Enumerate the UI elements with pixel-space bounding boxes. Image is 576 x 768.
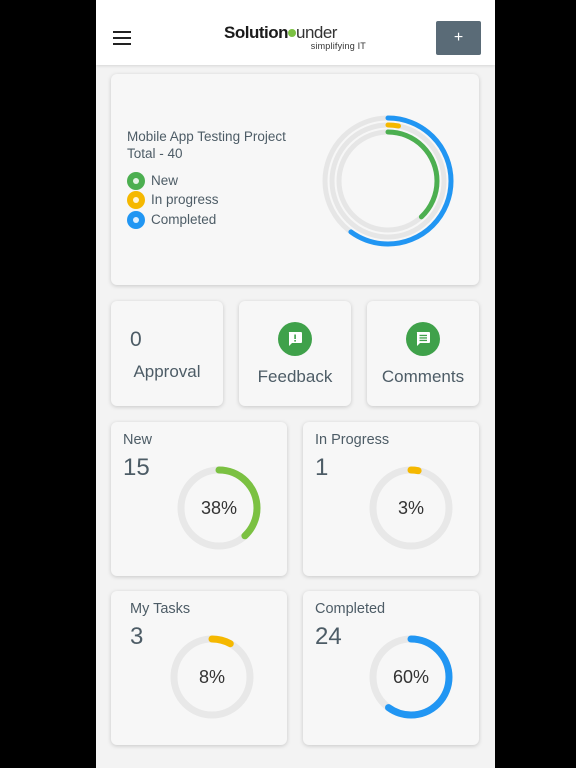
stat-percent: 38% [200,498,238,518]
stat-card-completed[interactable]: Completed 24 60% [303,591,479,745]
stat-donut [369,466,453,550]
project-title: Mobile App Testing Project [127,129,286,144]
approval-label: Approval [133,362,201,381]
project-summary-card[interactable]: Mobile App Testing Project Total - 40 Ne… [111,74,479,285]
stat-count: 3 [130,623,144,650]
hamburger-menu-icon[interactable] [113,31,131,45]
stat-percent: 60% [392,667,430,687]
comment-icon [406,322,440,356]
legend-item-completed: Completed [127,211,267,229]
stat-percent: 3% [397,498,424,518]
stat-count: 1 [315,454,329,481]
stat-title: In Progress [315,432,390,448]
ring-in-progress [329,122,447,240]
legend-dot-icon [127,172,145,190]
ring-completed [322,115,454,247]
stat-count: 24 [315,623,342,650]
project-total: Total - 40 [127,146,183,161]
stat-percent: 8% [198,667,225,687]
feedback-card[interactable]: Feedback [239,301,351,406]
logo: Solution under simplifying IT [224,23,368,55]
stat-card-new[interactable]: New 15 38% [111,422,287,576]
logo-tagline: simplifying IT [310,41,366,51]
stat-donut [177,466,261,550]
stat-title: Completed [315,601,386,617]
logo-wordmark: Solution under [224,23,337,42]
app-screen: Solution under simplifying IT + Mobile Ap… [96,0,495,768]
approval-count: 0 [130,328,142,351]
comments-card[interactable]: Comments [367,301,479,406]
top-bar: Solution under simplifying IT + [96,0,495,65]
add-button[interactable]: + [436,21,481,55]
stat-title: My Tasks [130,601,191,617]
stat-card-my-tasks[interactable]: My Tasks 3 8% [111,591,287,745]
legend-item-new: New [127,172,267,190]
feedback-label: Feedback [257,367,333,386]
ring-new [336,129,440,233]
feedback-icon [278,322,312,356]
approval-card[interactable]: 0 Approval [111,301,223,406]
stat-count: 15 [123,454,150,481]
logo-dot-icon [287,28,296,37]
project-rings-chart [322,115,454,247]
stat-title: New [123,432,153,448]
stat-card-in-progress[interactable]: In Progress 1 3% [303,422,479,576]
legend-dot-icon [127,211,145,229]
comments-label: Comments [381,367,465,386]
stat-donut [170,635,254,719]
legend-dot-icon [127,191,145,209]
stat-donut [369,635,453,719]
legend-item-in-progress: In progress [127,191,267,209]
